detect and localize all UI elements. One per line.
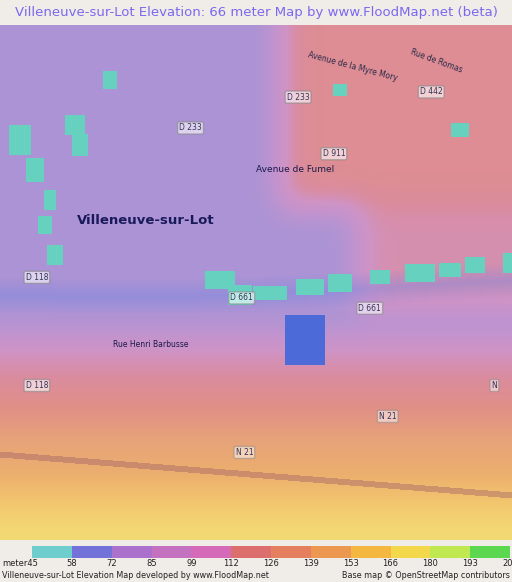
Bar [470,546,510,558]
Bar [191,546,231,558]
Bar [112,546,152,558]
Text: D 118: D 118 [26,381,48,390]
Text: 153: 153 [343,559,358,568]
Text: Rue Henri Barbusse: Rue Henri Barbusse [113,340,188,349]
Bar [430,546,470,558]
Text: D 911: D 911 [323,149,345,158]
Text: D 661: D 661 [358,304,381,313]
Bar [351,546,391,558]
Text: 180: 180 [422,559,438,568]
Text: 85: 85 [146,559,157,568]
Bar [391,546,430,558]
Text: 112: 112 [223,559,239,568]
Text: 166: 166 [382,559,398,568]
Text: Villeneuve-sur-Lot Elevation Map developed by www.FloodMap.net: Villeneuve-sur-Lot Elevation Map develop… [2,571,269,580]
Text: N 21: N 21 [236,448,253,457]
Text: Avenue de Fumel: Avenue de Fumel [256,165,334,173]
Text: 99: 99 [186,559,197,568]
Bar [311,546,351,558]
Text: D 233: D 233 [179,123,202,133]
Bar [271,546,311,558]
Bar [72,546,112,558]
Text: N: N [492,381,497,390]
Text: meter45: meter45 [2,559,38,568]
Bar [32,546,72,558]
Text: Avenue de la Myre Mory: Avenue de la Myre Mory [307,50,398,83]
Text: Base map © OpenStreetMap contributors: Base map © OpenStreetMap contributors [342,571,510,580]
Text: N 21: N 21 [379,412,396,421]
Text: 58: 58 [67,559,77,568]
Text: 126: 126 [263,559,279,568]
Text: D 442: D 442 [420,87,442,97]
Text: D 233: D 233 [287,93,309,102]
Text: 139: 139 [303,559,319,568]
Text: D 118: D 118 [26,273,48,282]
Text: 193: 193 [462,559,478,568]
Text: Rue de Romas: Rue de Romas [410,48,464,74]
Text: 207: 207 [502,559,512,568]
Text: D 661: D 661 [230,293,253,303]
Text: Villeneuve-sur-Lot: Villeneuve-sur-Lot [77,214,215,227]
Bar [231,546,271,558]
Text: Villeneuve-sur-Lot Elevation: 66 meter Map by www.FloodMap.net (beta): Villeneuve-sur-Lot Elevation: 66 meter M… [14,6,498,19]
Text: 72: 72 [106,559,117,568]
Bar [152,546,191,558]
